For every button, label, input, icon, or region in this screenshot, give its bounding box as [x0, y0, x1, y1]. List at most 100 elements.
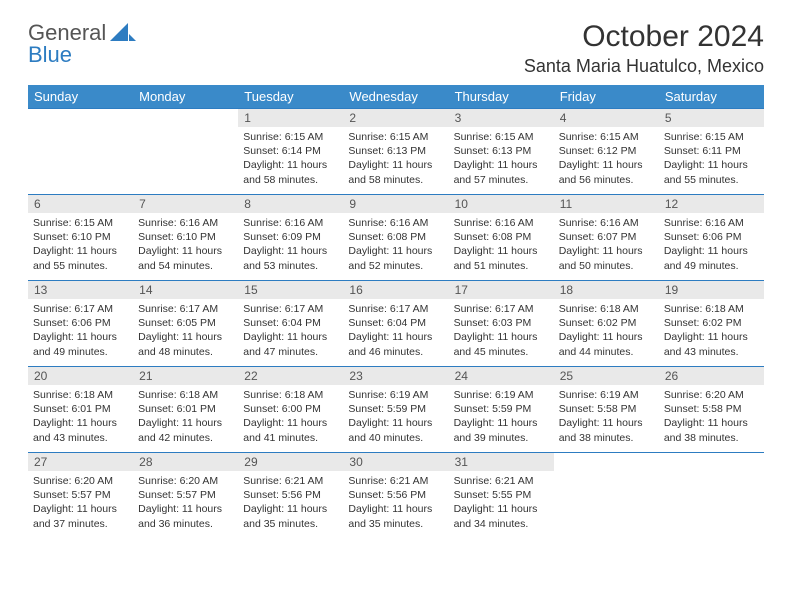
day-details: Sunrise: 6:21 AMSunset: 5:55 PMDaylight:… [449, 471, 554, 535]
calendar-cell [133, 109, 238, 195]
weekday-header: Tuesday [238, 85, 343, 109]
day-details: Sunrise: 6:17 AMSunset: 6:03 PMDaylight:… [449, 299, 554, 363]
day-details: Sunrise: 6:20 AMSunset: 5:57 PMDaylight:… [28, 471, 133, 535]
brand-line2: Blue [28, 42, 72, 68]
day-number: 5 [659, 109, 764, 127]
day-number: 25 [554, 367, 659, 385]
day-number: 19 [659, 281, 764, 299]
calendar-cell: 21Sunrise: 6:18 AMSunset: 6:01 PMDayligh… [133, 367, 238, 453]
calendar-week-row: 13Sunrise: 6:17 AMSunset: 6:06 PMDayligh… [28, 281, 764, 367]
calendar-cell: 9Sunrise: 6:16 AMSunset: 6:08 PMDaylight… [343, 195, 448, 281]
day-number: 14 [133, 281, 238, 299]
calendar-cell: 26Sunrise: 6:20 AMSunset: 5:58 PMDayligh… [659, 367, 764, 453]
day-details: Sunrise: 6:16 AMSunset: 6:09 PMDaylight:… [238, 213, 343, 277]
day-details: Sunrise: 6:16 AMSunset: 6:08 PMDaylight:… [343, 213, 448, 277]
day-number: 26 [659, 367, 764, 385]
calendar-cell: 29Sunrise: 6:21 AMSunset: 5:56 PMDayligh… [238, 453, 343, 539]
calendar-body: 1Sunrise: 6:15 AMSunset: 6:14 PMDaylight… [28, 109, 764, 539]
calendar-cell: 20Sunrise: 6:18 AMSunset: 6:01 PMDayligh… [28, 367, 133, 453]
calendar-cell: 1Sunrise: 6:15 AMSunset: 6:14 PMDaylight… [238, 109, 343, 195]
calendar-cell: 14Sunrise: 6:17 AMSunset: 6:05 PMDayligh… [133, 281, 238, 367]
day-number: 27 [28, 453, 133, 471]
day-number: 24 [449, 367, 554, 385]
calendar-cell: 11Sunrise: 6:16 AMSunset: 6:07 PMDayligh… [554, 195, 659, 281]
day-details: Sunrise: 6:15 AMSunset: 6:11 PMDaylight:… [659, 127, 764, 191]
calendar-cell: 24Sunrise: 6:19 AMSunset: 5:59 PMDayligh… [449, 367, 554, 453]
weekday-header: Monday [133, 85, 238, 109]
calendar-cell [659, 453, 764, 539]
calendar-table: SundayMondayTuesdayWednesdayThursdayFrid… [28, 85, 764, 539]
day-details: Sunrise: 6:18 AMSunset: 6:02 PMDaylight:… [659, 299, 764, 363]
day-details: Sunrise: 6:18 AMSunset: 6:00 PMDaylight:… [238, 385, 343, 449]
day-number: 13 [28, 281, 133, 299]
weekday-header: Thursday [449, 85, 554, 109]
calendar-cell: 18Sunrise: 6:18 AMSunset: 6:02 PMDayligh… [554, 281, 659, 367]
day-details: Sunrise: 6:15 AMSunset: 6:10 PMDaylight:… [28, 213, 133, 277]
calendar-cell: 31Sunrise: 6:21 AMSunset: 5:55 PMDayligh… [449, 453, 554, 539]
day-number: 3 [449, 109, 554, 127]
day-details: Sunrise: 6:15 AMSunset: 6:13 PMDaylight:… [449, 127, 554, 191]
day-details: Sunrise: 6:17 AMSunset: 6:06 PMDaylight:… [28, 299, 133, 363]
calendar-cell: 8Sunrise: 6:16 AMSunset: 6:09 PMDaylight… [238, 195, 343, 281]
calendar-cell: 13Sunrise: 6:17 AMSunset: 6:06 PMDayligh… [28, 281, 133, 367]
day-details: Sunrise: 6:16 AMSunset: 6:10 PMDaylight:… [133, 213, 238, 277]
calendar-cell: 2Sunrise: 6:15 AMSunset: 6:13 PMDaylight… [343, 109, 448, 195]
calendar-week-row: 6Sunrise: 6:15 AMSunset: 6:10 PMDaylight… [28, 195, 764, 281]
month-title: October 2024 [524, 20, 764, 54]
day-number: 1 [238, 109, 343, 127]
day-details: Sunrise: 6:20 AMSunset: 5:57 PMDaylight:… [133, 471, 238, 535]
day-number: 21 [133, 367, 238, 385]
calendar-cell: 12Sunrise: 6:16 AMSunset: 6:06 PMDayligh… [659, 195, 764, 281]
calendar-cell: 6Sunrise: 6:15 AMSunset: 6:10 PMDaylight… [28, 195, 133, 281]
day-details: Sunrise: 6:17 AMSunset: 6:04 PMDaylight:… [238, 299, 343, 363]
calendar-cell: 15Sunrise: 6:17 AMSunset: 6:04 PMDayligh… [238, 281, 343, 367]
day-details: Sunrise: 6:19 AMSunset: 5:59 PMDaylight:… [343, 385, 448, 449]
day-number: 16 [343, 281, 448, 299]
day-number: 18 [554, 281, 659, 299]
day-details: Sunrise: 6:18 AMSunset: 6:01 PMDaylight:… [28, 385, 133, 449]
day-number: 22 [238, 367, 343, 385]
day-details: Sunrise: 6:20 AMSunset: 5:58 PMDaylight:… [659, 385, 764, 449]
day-number: 6 [28, 195, 133, 213]
day-number: 12 [659, 195, 764, 213]
calendar-cell: 4Sunrise: 6:15 AMSunset: 6:12 PMDaylight… [554, 109, 659, 195]
day-number: 4 [554, 109, 659, 127]
calendar-header-row: SundayMondayTuesdayWednesdayThursdayFrid… [28, 85, 764, 109]
day-details: Sunrise: 6:21 AMSunset: 5:56 PMDaylight:… [238, 471, 343, 535]
location: Santa Maria Huatulco, Mexico [524, 56, 764, 77]
weekday-header: Sunday [28, 85, 133, 109]
calendar-cell: 30Sunrise: 6:21 AMSunset: 5:56 PMDayligh… [343, 453, 448, 539]
weekday-header: Wednesday [343, 85, 448, 109]
day-number: 28 [133, 453, 238, 471]
day-details: Sunrise: 6:15 AMSunset: 6:13 PMDaylight:… [343, 127, 448, 191]
calendar-cell: 17Sunrise: 6:17 AMSunset: 6:03 PMDayligh… [449, 281, 554, 367]
logo-sail-icon [110, 23, 136, 43]
day-number: 17 [449, 281, 554, 299]
calendar-week-row: 1Sunrise: 6:15 AMSunset: 6:14 PMDaylight… [28, 109, 764, 195]
day-number: 30 [343, 453, 448, 471]
day-details: Sunrise: 6:21 AMSunset: 5:56 PMDaylight:… [343, 471, 448, 535]
day-details: Sunrise: 6:18 AMSunset: 6:01 PMDaylight:… [133, 385, 238, 449]
calendar-cell: 19Sunrise: 6:18 AMSunset: 6:02 PMDayligh… [659, 281, 764, 367]
day-details: Sunrise: 6:19 AMSunset: 5:58 PMDaylight:… [554, 385, 659, 449]
day-number: 8 [238, 195, 343, 213]
calendar-week-row: 27Sunrise: 6:20 AMSunset: 5:57 PMDayligh… [28, 453, 764, 539]
calendar-cell: 25Sunrise: 6:19 AMSunset: 5:58 PMDayligh… [554, 367, 659, 453]
day-details: Sunrise: 6:16 AMSunset: 6:06 PMDaylight:… [659, 213, 764, 277]
day-number: 29 [238, 453, 343, 471]
day-number: 23 [343, 367, 448, 385]
calendar-cell: 22Sunrise: 6:18 AMSunset: 6:00 PMDayligh… [238, 367, 343, 453]
day-number: 15 [238, 281, 343, 299]
calendar-cell [554, 453, 659, 539]
weekday-header: Friday [554, 85, 659, 109]
day-details: Sunrise: 6:17 AMSunset: 6:04 PMDaylight:… [343, 299, 448, 363]
day-number: 31 [449, 453, 554, 471]
day-number: 20 [28, 367, 133, 385]
calendar-cell: 3Sunrise: 6:15 AMSunset: 6:13 PMDaylight… [449, 109, 554, 195]
header: General October 2024 Santa Maria Huatulc… [28, 20, 764, 77]
calendar-cell [28, 109, 133, 195]
day-number: 7 [133, 195, 238, 213]
calendar-week-row: 20Sunrise: 6:18 AMSunset: 6:01 PMDayligh… [28, 367, 764, 453]
calendar-cell: 10Sunrise: 6:16 AMSunset: 6:08 PMDayligh… [449, 195, 554, 281]
day-details: Sunrise: 6:16 AMSunset: 6:07 PMDaylight:… [554, 213, 659, 277]
